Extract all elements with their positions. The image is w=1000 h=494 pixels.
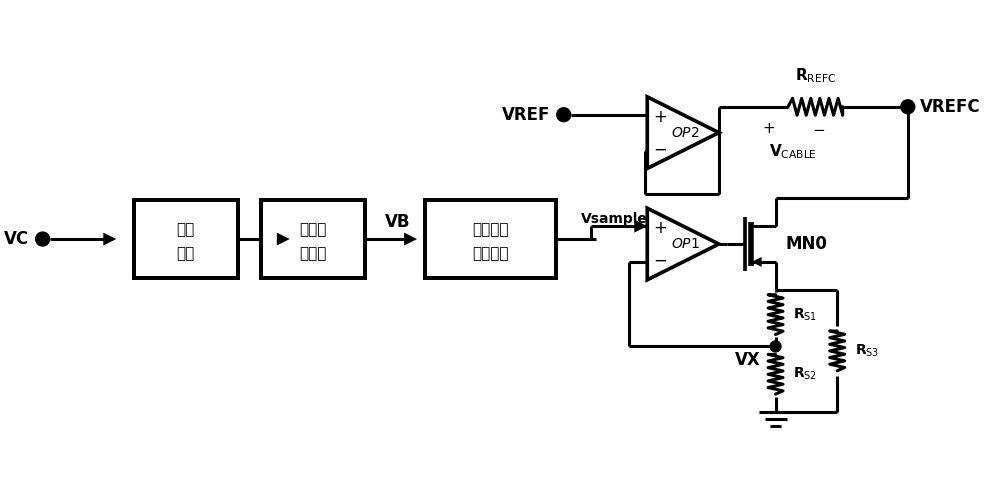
Text: 采样模块: 采样模块 — [472, 247, 508, 261]
Circle shape — [901, 100, 915, 114]
Text: VREF: VREF — [501, 106, 550, 124]
Text: $-$: $-$ — [653, 139, 667, 158]
Text: V$_{\rm CABLE}$: V$_{\rm CABLE}$ — [769, 142, 817, 161]
Text: $-$: $-$ — [653, 251, 667, 269]
Circle shape — [770, 341, 781, 352]
Text: R$_{\rm S1}$: R$_{\rm S1}$ — [793, 306, 818, 323]
Text: VC: VC — [4, 230, 29, 248]
Polygon shape — [752, 257, 762, 267]
Bar — [425, 200, 556, 278]
Text: 运算: 运算 — [177, 223, 195, 238]
Polygon shape — [103, 233, 116, 246]
Text: 模块: 模块 — [177, 247, 195, 261]
Text: 电平位: 电平位 — [299, 223, 327, 238]
Text: $+$: $+$ — [653, 219, 667, 237]
Text: $+$: $+$ — [762, 121, 775, 136]
Circle shape — [36, 232, 50, 246]
Polygon shape — [277, 233, 290, 246]
Bar — [134, 200, 238, 278]
Text: VREFC: VREFC — [920, 98, 980, 116]
Polygon shape — [647, 208, 719, 280]
Circle shape — [902, 101, 913, 112]
Text: $-$: $-$ — [812, 121, 825, 136]
Text: MN0: MN0 — [785, 235, 827, 253]
Polygon shape — [647, 97, 719, 168]
Polygon shape — [404, 233, 417, 246]
Text: $+$: $+$ — [653, 108, 667, 126]
Text: $\it{OP1}$: $\it{OP1}$ — [671, 237, 700, 251]
Bar — [261, 200, 365, 278]
Text: $\it{OP2}$: $\it{OP2}$ — [671, 125, 699, 140]
Text: VB: VB — [385, 213, 411, 231]
Text: 纹波消除: 纹波消除 — [472, 223, 508, 238]
Polygon shape — [634, 220, 647, 233]
Text: R$_{\rm S3}$: R$_{\rm S3}$ — [855, 343, 879, 359]
Text: R$_{\rm S2}$: R$_{\rm S2}$ — [793, 366, 818, 382]
Text: VA: VA — [259, 213, 283, 231]
Text: R$_{\rm REFC}$: R$_{\rm REFC}$ — [795, 66, 836, 85]
Text: VX: VX — [735, 351, 761, 370]
Circle shape — [557, 108, 571, 122]
Text: Vsampled: Vsampled — [581, 212, 657, 226]
Text: 移模块: 移模块 — [299, 247, 327, 261]
